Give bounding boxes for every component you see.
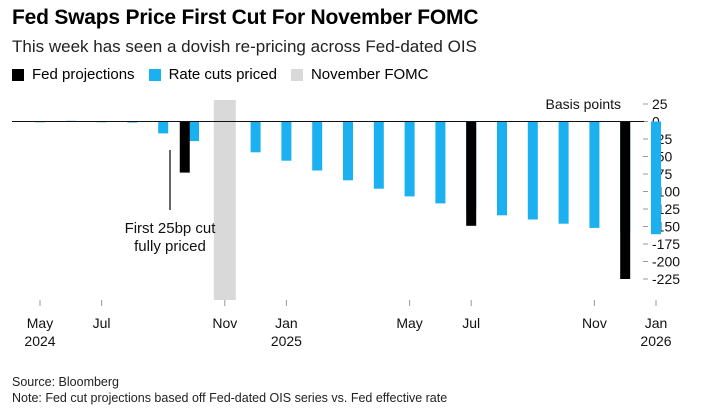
y-tick-label--200: -200 — [652, 254, 680, 270]
bar-fed-projections-m19 — [620, 121, 631, 279]
x-tick-label-6: Nov — [582, 315, 607, 331]
bar-fed-projections-m14 — [466, 121, 477, 226]
legend-swatch-november-fomc — [290, 68, 303, 81]
legend-item-fed-projections: Fed projections — [12, 66, 135, 83]
bar-rate-cuts-priced-m4 — [158, 121, 169, 134]
legend: Fed projections Rate cuts priced Novembe… — [12, 66, 442, 83]
bar-rate-cuts-priced-m7 — [250, 121, 261, 153]
bar-rate-cuts-priced-m17 — [558, 121, 569, 224]
legend-label-fed-projections: Fed projections — [32, 66, 135, 83]
bar-rate-cuts-priced-m3 — [127, 121, 138, 123]
chart-title: Fed Swaps Price First Cut For November F… — [12, 6, 479, 29]
bar-rate-cuts-priced-m11 — [373, 121, 384, 189]
footnote: Note: Fed cut projections based off Fed-… — [12, 391, 448, 405]
x-tick-label-1: Jul — [93, 315, 111, 331]
year-label-2026: 2026 — [640, 333, 671, 349]
legend-swatch-fed-projections — [12, 68, 24, 81]
year-label-2024: 2024 — [24, 333, 55, 349]
y-axis-title: Basis points — [546, 96, 621, 112]
y-tick-label-25: 25 — [652, 96, 668, 112]
bar-rate-cuts-priced-m16 — [527, 121, 538, 220]
bar-fed-projections-m4.7 — [179, 121, 190, 173]
source-note: Source: Bloomberg — [12, 375, 120, 389]
annotation-line-2: fully priced — [134, 238, 206, 255]
x-tick-label-3: Jan — [275, 315, 298, 331]
x-tick-label-0: May — [27, 315, 53, 331]
y-tick-label--175: -175 — [652, 236, 680, 252]
y-tick-label--225: -225 — [652, 271, 680, 287]
legend-label-november-fomc: November FOMC — [310, 66, 429, 83]
november-fomc-highlight — [213, 100, 236, 300]
legend-label-rate-cuts: Rate cuts priced — [168, 66, 277, 83]
legend-item-rate-cuts: Rate cuts priced — [148, 66, 277, 83]
bar-rate-cuts-priced-m15 — [497, 121, 507, 216]
chart-subtitle: This week has seen a dovish re-pricing a… — [12, 37, 477, 56]
bar-rate-cuts-priced-m13 — [435, 121, 446, 204]
bar-rate-cuts-priced-m20 — [651, 121, 661, 235]
bar-rate-cuts-priced-m10 — [343, 121, 353, 181]
legend-item-november-fomc: November FOMC — [290, 66, 429, 83]
legend-swatch-rate-cuts — [148, 68, 161, 81]
bar-rate-cuts-priced-m5 — [189, 121, 199, 142]
x-tick-label-5: Jul — [462, 315, 480, 331]
x-tick-label-2: Nov — [212, 315, 237, 331]
bar-rate-cuts-priced-m8 — [281, 121, 292, 161]
bar-rate-cuts-priced-m9 — [312, 121, 323, 171]
x-tick-label-7: Jan — [645, 315, 668, 331]
annotation-line-1: First 25bp cut — [125, 220, 217, 237]
bar-rate-cuts-priced-m12 — [404, 121, 415, 197]
year-label-2025: 2025 — [271, 333, 302, 349]
x-tick-label-4: May — [396, 315, 422, 331]
bar-rate-cuts-priced-m18 — [589, 121, 600, 228]
